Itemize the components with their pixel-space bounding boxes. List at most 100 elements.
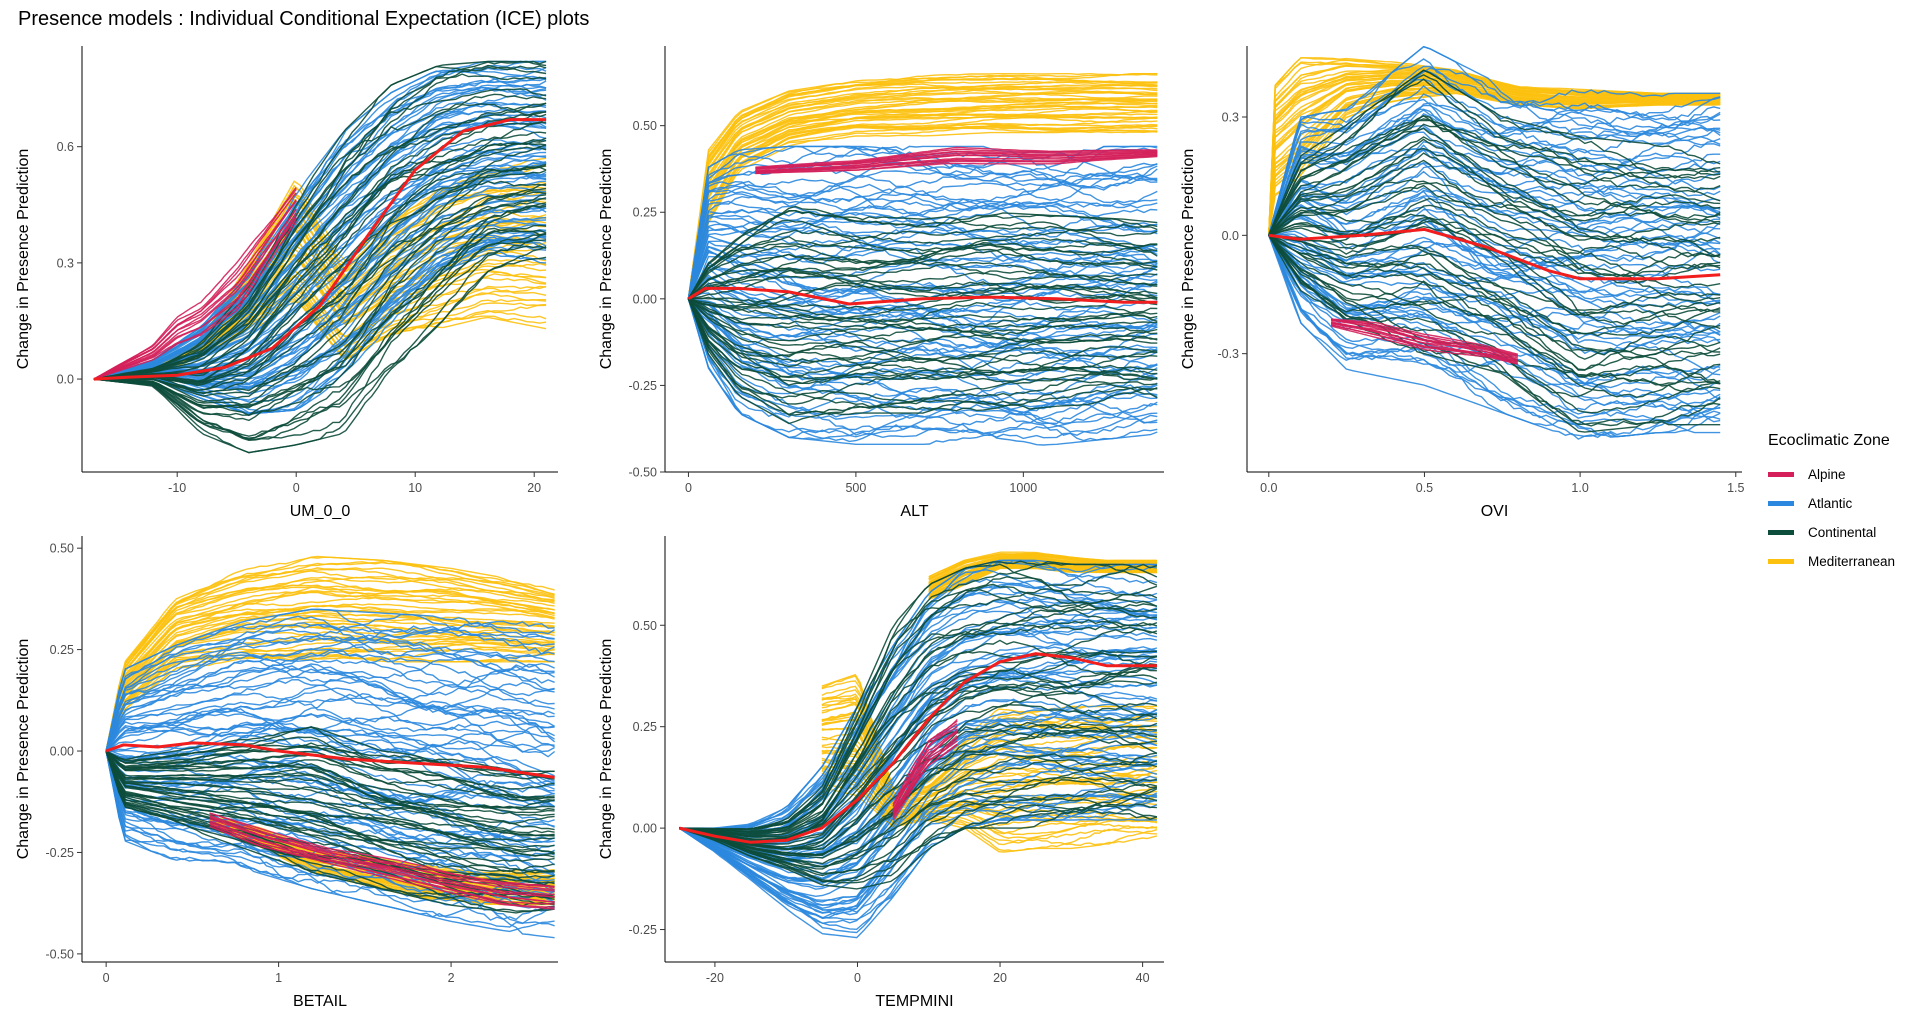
average-line [1268,227,1721,281]
ice-line-alpine [93,200,297,380]
ice-line-continental [679,776,1157,870]
x-tick-label: -10 [168,481,186,495]
ice-line-atlantic [687,200,1158,299]
ice-line-atlantic [1268,234,1721,355]
ice-line-continental [687,298,1158,368]
x-axis-title: TEMPMINI [875,993,953,1010]
ice-line-mediterranean [687,99,1158,299]
ice-line-mediterranean [687,108,1158,299]
ice-line-atlantic [105,651,555,752]
ice-line-continental [1268,74,1721,236]
ice-line-atlantic [105,726,556,753]
ice-line-atlantic [105,670,555,752]
ice-line-mediterranean [687,83,1158,299]
ice-line-mediterranean [928,551,1157,578]
ice-line-atlantic [687,175,1158,299]
ice-line-mediterranean [687,83,1158,299]
ice-lines [1268,46,1721,440]
ice-line-continental [679,628,1158,837]
ice-line-continental [687,221,1158,300]
ice-line-atlantic [105,613,555,752]
ice-line-continental [105,750,555,834]
ice-line-atlantic [1268,148,1721,236]
ice-line-alpine [755,146,1158,168]
ice-line-alpine [209,821,555,903]
ice-line-continental [687,298,1158,386]
ice-line-mediterranean [105,567,555,752]
ice-line-atlantic [687,298,1158,419]
ice-line-atlantic [687,162,1158,299]
ice-line-continental [105,726,555,773]
ice-line-continental [679,563,1158,831]
ice-line-atlantic [105,625,555,752]
ice-line-mediterranean [687,110,1158,299]
ice-line-continental [1268,217,1721,303]
ice-line-continental [687,298,1158,344]
ice-line-continental [687,298,1158,405]
legend-swatch-atlantic [1768,501,1794,506]
y-axis-title: Change in Presence Prediction [15,639,32,860]
ice-line-continental [93,60,547,380]
ice-line-continental [679,753,1158,868]
ice-line-continental [688,294,1158,321]
ice-line-atlantic [105,705,555,752]
ice-line-atlantic [93,116,547,380]
ice-line-continental [93,73,547,380]
ice-line-continental [1268,234,1721,353]
ice-line-mediterranean [105,586,555,752]
ice-line-continental [93,229,547,442]
x-axis-title: BETAIL [293,993,347,1010]
average-line [93,118,547,381]
ice-line-continental [688,261,1158,300]
y-tick-label: 0.00 [633,292,657,306]
y-tick-label: 0.25 [50,643,74,657]
ice-line-atlantic [1268,234,1721,389]
ice-line-alpine [1330,325,1518,365]
ice-line-mediterranean [1268,81,1721,236]
x-axis-title: ALT [900,503,928,520]
ice-line-continental [1268,138,1721,257]
x-axis-title: OVI [1481,503,1509,520]
x-tick-label: 40 [1136,971,1150,985]
ice-line-atlantic [106,712,555,786]
ice-line-mediterranean [105,597,555,752]
y-tick-label: -0.50 [46,947,75,961]
y-tick-label: 0.25 [633,206,657,220]
ice-line-atlantic [105,659,555,752]
ice-line-continental [1268,115,1721,236]
ice-line-atlantic [1268,233,1721,332]
ice-line-atlantic [687,298,1158,437]
ice-line-alpine [209,812,555,888]
page-title: Presence models : Individual Conditional… [18,8,590,30]
ice-line-continental [93,146,547,383]
ice-line-atlantic [678,775,1158,913]
x-tick-label: 0.0 [1260,481,1277,495]
ice-line-atlantic [679,743,1158,884]
x-tick-label: 1.0 [1571,481,1588,495]
legend-swatch-continental [1768,530,1794,535]
ice-line-continental [105,750,555,843]
ice-line-atlantic [105,692,555,752]
y-axis-title: Change in Presence Prediction [1180,149,1197,370]
ice-line-atlantic [687,261,1158,320]
ice-line-mediterranean [105,591,555,752]
ice-line-continental [93,245,547,454]
ice-line-continental [105,750,555,854]
ice-line-continental [93,233,547,416]
ice-line-continental [679,576,1158,834]
ice-line-atlantic [688,298,1158,368]
ice-line-atlantic [687,204,1158,299]
ice-line-atlantic [687,240,1158,300]
ice-line-atlantic [105,608,555,752]
ice-line-continental [105,750,555,799]
ice-line-mediterranean [687,90,1158,299]
ice-line-continental [679,761,1158,868]
y-tick-label: -0.50 [629,466,658,480]
y-tick-label: -0.25 [629,379,658,393]
ice-line-alpine [93,192,297,380]
ice-line-continental [1268,234,1721,313]
y-tick-label: -0.25 [629,923,658,937]
ice-line-continental [1268,204,1721,268]
ice-line-continental [679,723,1157,856]
ice-line-continental [688,284,1158,307]
